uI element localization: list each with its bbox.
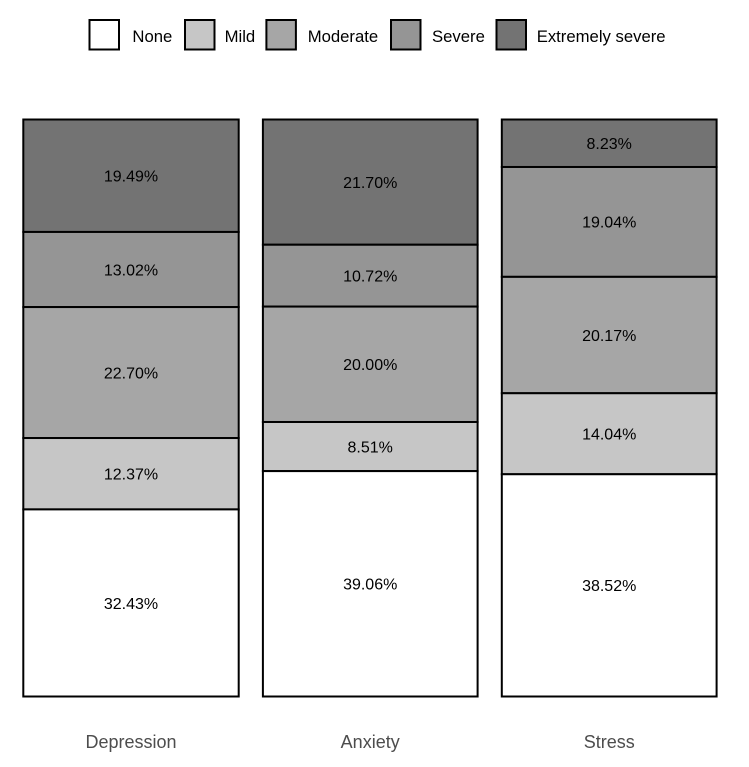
svg-text:32.43%: 32.43% xyxy=(104,596,158,613)
svg-text:19.04%: 19.04% xyxy=(582,215,636,232)
svg-text:Moderate: Moderate xyxy=(308,27,379,46)
svg-text:Mild: Mild xyxy=(225,27,256,46)
svg-text:39.06%: 39.06% xyxy=(343,577,397,594)
svg-text:20.17%: 20.17% xyxy=(582,328,636,345)
svg-text:Extremely severe: Extremely severe xyxy=(537,27,666,46)
svg-text:8.51%: 8.51% xyxy=(348,439,393,456)
svg-text:14.04%: 14.04% xyxy=(582,427,636,444)
svg-text:13.02%: 13.02% xyxy=(104,262,158,279)
svg-text:22.70%: 22.70% xyxy=(104,365,158,382)
svg-text:12.37%: 12.37% xyxy=(104,467,158,484)
svg-text:10.72%: 10.72% xyxy=(343,268,397,285)
svg-text:8.23%: 8.23% xyxy=(587,136,632,153)
svg-text:Stress: Stress xyxy=(584,732,635,752)
svg-text:None: None xyxy=(132,27,172,46)
svg-text:19.49%: 19.49% xyxy=(104,169,158,186)
svg-text:20.00%: 20.00% xyxy=(343,357,397,374)
svg-text:21.70%: 21.70% xyxy=(343,175,397,192)
svg-text:Anxiety: Anxiety xyxy=(341,732,400,752)
svg-text:Severe: Severe xyxy=(432,27,485,46)
svg-text:38.52%: 38.52% xyxy=(582,578,636,595)
svg-text:Depression: Depression xyxy=(85,732,176,752)
